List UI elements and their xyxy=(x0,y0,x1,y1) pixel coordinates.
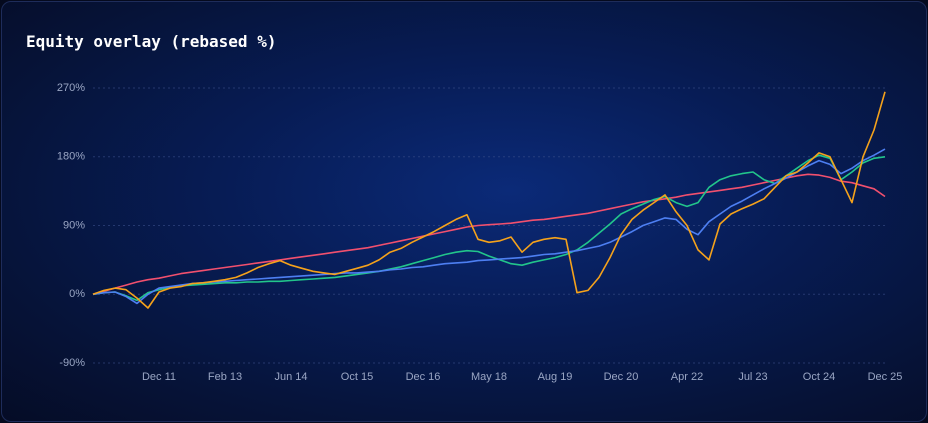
x-tick-label: Jun 14 xyxy=(274,371,307,383)
y-tick-label: 90% xyxy=(63,219,85,231)
x-tick-label: Feb 13 xyxy=(208,371,242,383)
y-tick-label: 270% xyxy=(57,82,85,94)
series-line xyxy=(92,173,886,296)
x-tick-label: Oct 15 xyxy=(341,371,373,383)
y-tick-label: -90% xyxy=(59,357,85,369)
x-tick-label: Apr 22 xyxy=(671,371,703,383)
x-tick-label: Dec 11 xyxy=(142,371,176,383)
y-tick-label: 0% xyxy=(69,288,85,300)
x-tick-label: Aug 19 xyxy=(538,371,573,383)
series-line xyxy=(92,154,886,302)
series-line xyxy=(92,91,886,309)
x-tick-label: Dec 25 xyxy=(868,371,903,383)
x-tick-label: Oct 24 xyxy=(803,371,835,383)
chart-title: Equity overlay (rebased %) xyxy=(26,32,277,51)
x-tick-label: Dec 20 xyxy=(604,371,639,383)
x-tick-label: May 18 xyxy=(471,371,507,383)
series-line xyxy=(92,148,886,305)
y-tick-label: 180% xyxy=(57,151,85,163)
x-tick-label: Jul 23 xyxy=(738,371,767,383)
x-tick-label: Dec 16 xyxy=(406,371,441,383)
